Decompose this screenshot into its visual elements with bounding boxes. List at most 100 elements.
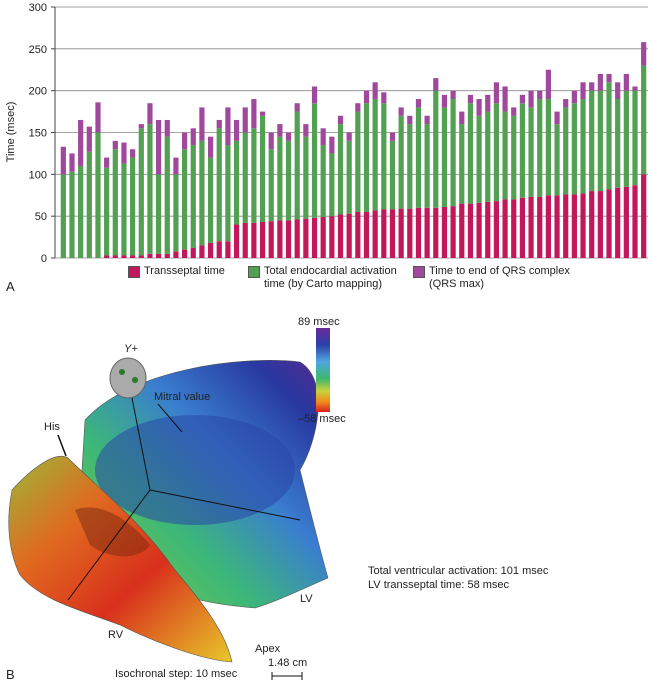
bar-segment xyxy=(251,99,257,129)
bar-segment xyxy=(545,99,551,196)
bar-segment xyxy=(251,222,257,258)
bar-segment xyxy=(519,103,526,198)
bar-segment xyxy=(606,73,612,83)
bar-segment xyxy=(181,249,188,258)
bar-segment xyxy=(147,103,153,125)
bar-segment xyxy=(285,140,292,221)
bar-segment xyxy=(147,253,153,258)
bar-segment xyxy=(519,94,526,104)
bar-segment xyxy=(537,99,543,197)
bar-segment xyxy=(138,255,144,258)
bar-segment xyxy=(138,124,144,129)
bar-segment xyxy=(147,124,153,254)
bar-segment xyxy=(519,197,526,258)
bar-segment xyxy=(398,107,404,116)
bar-segment xyxy=(285,220,292,258)
bar-segment xyxy=(545,195,551,258)
bar-segment xyxy=(112,255,118,258)
bar-segment xyxy=(329,136,335,154)
bar-segment xyxy=(86,126,92,152)
note: LV transseptal time: 58 msec xyxy=(368,579,510,591)
orientation-marker xyxy=(109,357,147,399)
axis-line xyxy=(149,489,301,521)
bar-segment xyxy=(233,140,240,225)
bar-segment xyxy=(407,115,413,125)
bar-segment xyxy=(199,245,205,258)
bar-segment xyxy=(467,94,474,104)
bar-segment xyxy=(433,78,439,91)
bar-segment xyxy=(320,217,326,258)
bar-segment xyxy=(216,128,222,242)
bar-segment xyxy=(95,132,101,258)
bar-segment xyxy=(156,253,162,258)
bar-segment xyxy=(615,187,621,258)
bar-segment xyxy=(225,107,231,146)
y-tick-label: 100 xyxy=(29,169,47,181)
bar-segment xyxy=(545,69,551,100)
bar-segment xyxy=(381,103,387,210)
bar-segment xyxy=(207,157,214,243)
panel-label: B xyxy=(6,667,15,682)
bar-segment xyxy=(138,128,144,256)
color-scale xyxy=(316,328,330,412)
bar-segment xyxy=(225,241,231,258)
bar-segment xyxy=(130,157,136,256)
y-tick-label: 200 xyxy=(29,86,47,98)
bar-segment xyxy=(476,202,482,258)
bar-segment xyxy=(363,90,370,104)
bar-segment xyxy=(156,174,162,254)
bar-segment xyxy=(233,119,240,141)
bar-segment xyxy=(104,167,110,256)
bar-segment xyxy=(597,191,603,258)
bar-segment xyxy=(528,107,534,197)
bar-segment xyxy=(398,115,404,209)
rv-label: RV xyxy=(108,629,124,641)
bar-segment xyxy=(216,119,222,129)
legend-swatch xyxy=(128,266,140,278)
bar-segment xyxy=(311,217,318,258)
bar-segment xyxy=(363,103,370,212)
bar-segment xyxy=(623,186,629,258)
bar-segment xyxy=(112,140,118,150)
bar-segment xyxy=(502,86,508,112)
bar-segment xyxy=(242,107,248,133)
bar-segment xyxy=(641,174,647,258)
bar-segment xyxy=(294,103,300,112)
bar-segment xyxy=(320,145,326,218)
y-axis-label: Time (msec) xyxy=(5,102,17,163)
note: Total ventricular activation: 101 msec xyxy=(368,565,549,577)
bar-segment xyxy=(346,213,352,258)
bar-segment xyxy=(597,90,603,192)
bar-segment xyxy=(130,255,136,258)
mitral-pointer xyxy=(157,403,183,433)
bar-segment xyxy=(511,115,517,200)
bar-segment xyxy=(424,124,430,208)
bar-segment xyxy=(415,99,422,108)
bar-segment xyxy=(242,132,248,223)
his-label: His xyxy=(44,421,60,433)
bar-segment xyxy=(164,253,170,258)
bar-segment xyxy=(78,119,84,166)
bar-segment xyxy=(164,119,170,137)
bar-segment xyxy=(225,145,231,242)
scale-max: 89 msec xyxy=(298,316,340,328)
bar-segment xyxy=(606,82,612,190)
bar-segment xyxy=(485,94,491,112)
bar-segment xyxy=(251,128,257,223)
bar-segment xyxy=(277,124,283,137)
bar-segment xyxy=(537,196,543,258)
bar-segment xyxy=(294,111,300,220)
bar-segment xyxy=(424,115,430,125)
y-tick-label: 50 xyxy=(35,211,47,223)
bar-segment xyxy=(459,111,465,125)
bar-segment xyxy=(86,151,92,258)
bar-segment xyxy=(632,90,638,186)
bar-segment xyxy=(173,157,179,175)
legend-swatch xyxy=(413,266,425,278)
bar-segment xyxy=(571,194,577,258)
bar-segment xyxy=(389,132,396,141)
bar-segment xyxy=(78,165,84,258)
bar-segment xyxy=(615,82,621,100)
bar-segment xyxy=(303,218,309,258)
